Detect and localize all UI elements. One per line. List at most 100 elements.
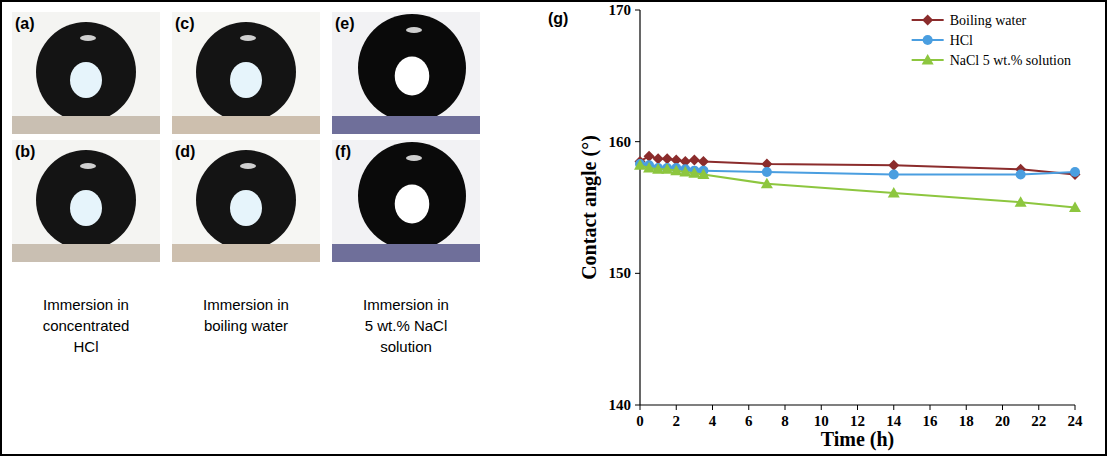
photo-background	[332, 140, 480, 262]
x-tick-label: 24	[1068, 413, 1084, 429]
photo-background	[12, 140, 160, 262]
droplet-highlight	[230, 190, 262, 226]
droplet-highlight	[395, 57, 430, 96]
panel-letter: (g)	[548, 10, 568, 27]
series-marker	[697, 169, 709, 180]
photo-caption: HCl	[74, 338, 99, 355]
panel-letter: (a)	[15, 15, 35, 32]
y-tick	[635, 405, 640, 406]
x-tick	[785, 405, 786, 410]
y-tick-label: 160	[609, 134, 632, 150]
series-marker	[688, 167, 700, 178]
legend-marker	[923, 35, 933, 45]
legend: Boiling water HCl NaCl 5 wt.% solution	[912, 13, 1071, 68]
substrate	[12, 116, 160, 134]
series-marker	[635, 159, 645, 169]
legend-label: HCl	[950, 33, 973, 48]
droplet	[36, 22, 136, 122]
y-tick-label: 170	[609, 2, 632, 18]
droplet-highlight	[70, 190, 102, 226]
photo-caption: Immersion in	[203, 296, 289, 313]
series-marker	[679, 166, 691, 177]
x-tick-label: 2	[673, 413, 681, 429]
series-marker	[634, 159, 646, 170]
panel-letter: (d)	[175, 143, 195, 160]
droplet-photo	[332, 140, 480, 262]
substrate	[172, 116, 320, 134]
y-tick	[635, 273, 640, 274]
x-tick-label: 12	[850, 413, 865, 429]
x-tick	[748, 405, 749, 410]
legend-marker	[922, 15, 933, 26]
series-marker	[1070, 167, 1080, 177]
droplet	[358, 142, 466, 250]
droplet	[196, 22, 296, 122]
photo-caption: Immersion in	[43, 296, 129, 313]
y-tick-label: 140	[609, 397, 632, 413]
droplet-reflection	[240, 35, 256, 41]
x-tick-label: 8	[781, 413, 789, 429]
x-tick	[930, 405, 931, 410]
x-tick	[640, 405, 641, 410]
x-axis-title: Time (h)	[821, 428, 895, 451]
y-tick	[635, 141, 640, 142]
droplet-photo	[332, 12, 480, 134]
panel-letter: (c)	[175, 15, 195, 32]
droplet-reflection	[406, 27, 422, 33]
x-tick	[1038, 405, 1039, 410]
x-tick-label: 16	[923, 413, 939, 429]
y-tick-label: 150	[609, 265, 632, 281]
x-tick	[676, 405, 677, 410]
droplet-reflection	[80, 35, 96, 41]
x-tick	[966, 405, 967, 410]
series-marker	[698, 156, 709, 167]
droplet-highlight	[230, 62, 262, 98]
x-tick-label: 14	[886, 413, 902, 429]
legend-marker	[922, 54, 934, 65]
photo-caption: 5 wt.% NaCl	[365, 317, 448, 334]
photo-caption: solution	[380, 338, 432, 355]
series-marker	[888, 187, 900, 198]
series-marker	[1015, 196, 1027, 207]
legend-label: Boiling water	[950, 13, 1027, 28]
photo-caption: concentrated	[43, 317, 130, 334]
series-marker	[661, 163, 673, 174]
substrate	[332, 116, 480, 134]
x-tick	[821, 405, 822, 410]
y-axis	[639, 10, 640, 405]
series-marker	[670, 165, 682, 176]
series-marker	[1016, 170, 1026, 180]
x-tick	[857, 405, 858, 410]
x-tick	[1002, 405, 1003, 410]
plot-area	[634, 151, 1081, 212]
series-marker	[889, 170, 899, 180]
panel-letter: (b)	[15, 143, 35, 160]
droplet-reflection	[406, 155, 422, 161]
droplet-reflection	[80, 163, 96, 169]
x-tick-label: 6	[745, 413, 753, 429]
x-tick-label: 10	[814, 413, 829, 429]
panel-letter: (f)	[335, 143, 351, 160]
photo-caption: boiling water	[204, 317, 288, 334]
x-tick	[712, 405, 713, 410]
x-tick-label: 0	[636, 413, 644, 429]
droplet	[36, 150, 136, 250]
droplet-reflection	[240, 163, 256, 169]
x-tick-label: 18	[959, 413, 974, 429]
droplet-photo	[12, 12, 160, 134]
photo-background	[172, 12, 320, 134]
substrate	[332, 244, 480, 262]
droplet-photo	[172, 140, 320, 262]
photo-background	[332, 12, 480, 134]
droplet	[358, 14, 466, 122]
series-marker	[662, 153, 673, 164]
substrate	[172, 244, 320, 262]
droplet-photo	[172, 12, 320, 134]
droplet-photo	[12, 140, 160, 262]
photo-background	[172, 140, 320, 262]
droplet-highlight	[70, 62, 102, 98]
x-tick-label: 4	[709, 413, 717, 429]
legend-label: NaCl 5 wt.% solution	[950, 53, 1071, 68]
figure-frame	[1, 1, 1106, 455]
x-tick	[1075, 405, 1076, 410]
